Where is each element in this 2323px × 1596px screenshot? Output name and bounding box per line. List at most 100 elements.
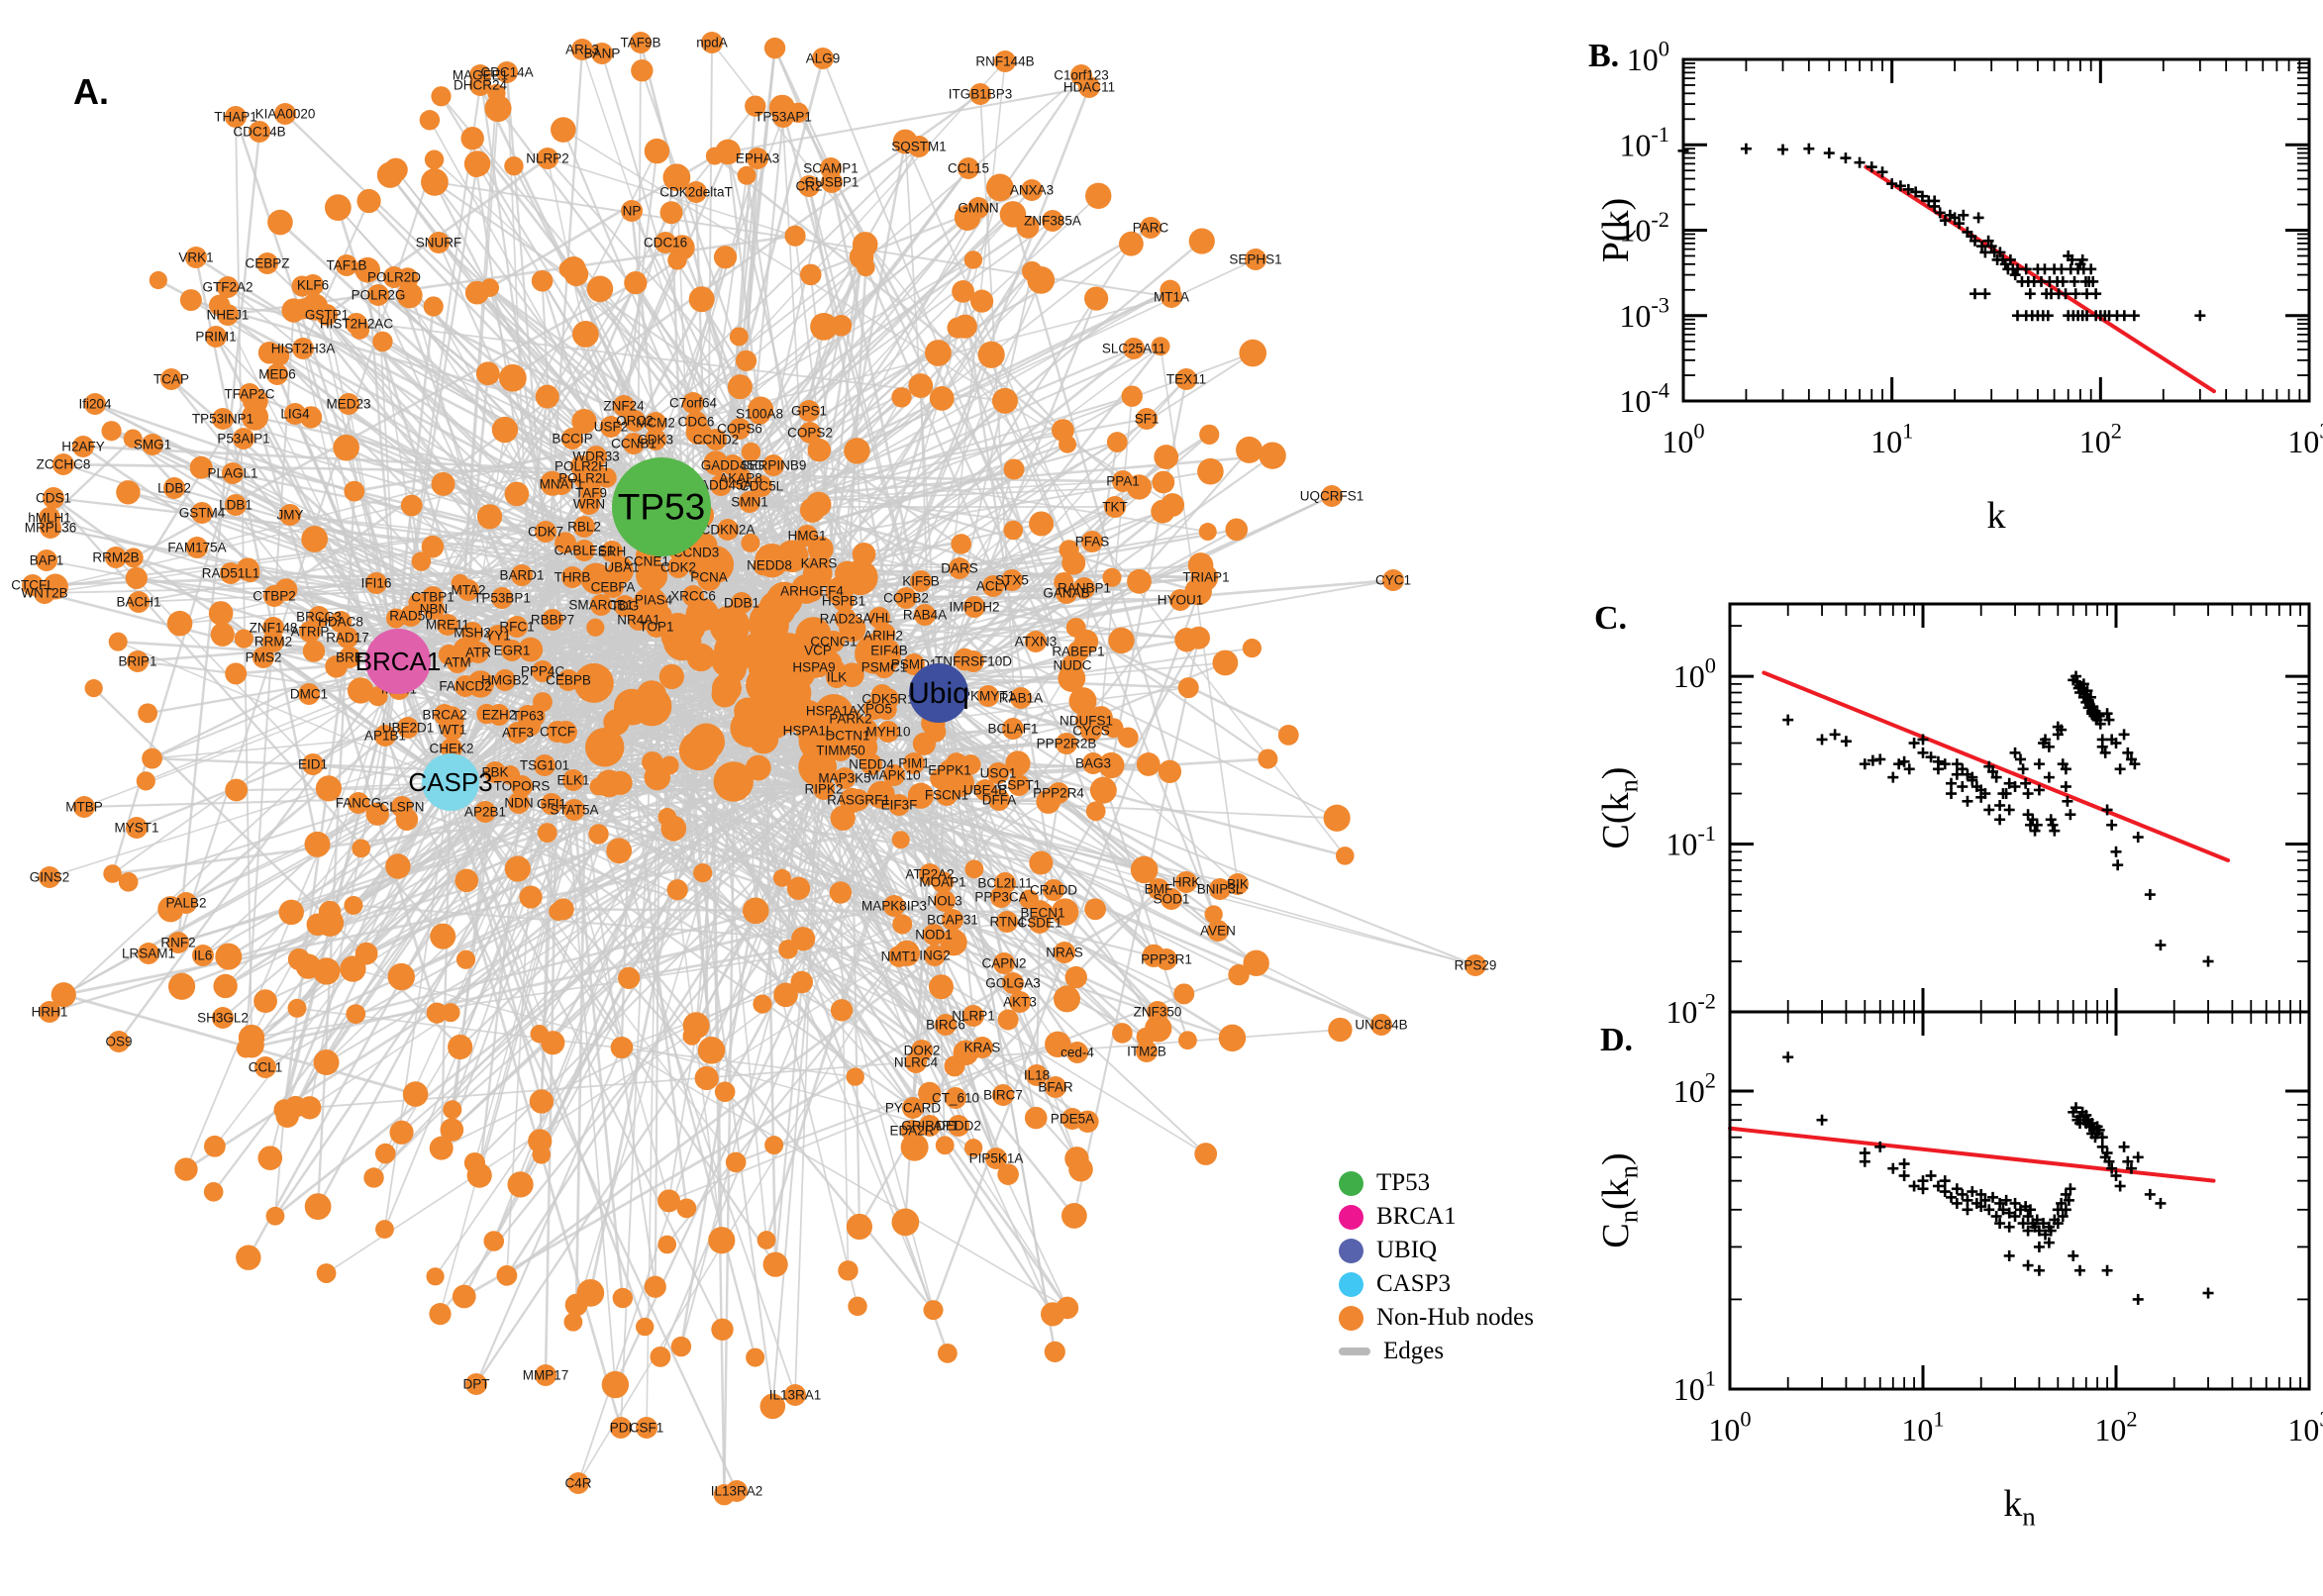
network-node-label: USF2 [594, 420, 629, 435]
network-node [1029, 511, 1055, 537]
network-node [563, 1312, 583, 1332]
network-node [745, 95, 766, 117]
network-node [519, 885, 543, 909]
network-node [186, 537, 208, 558]
network-node-label: RABEP1 [1052, 645, 1104, 659]
network-node [763, 37, 786, 59]
hub-node-label: CASP3 [408, 767, 492, 797]
y-tick-label: 10-1 [1619, 122, 1669, 162]
network-node [535, 1364, 556, 1386]
network-node [455, 949, 476, 969]
network-node [1001, 569, 1023, 591]
network-node [504, 481, 530, 507]
network-node [167, 932, 189, 953]
network-edge [595, 176, 678, 457]
network-node [480, 278, 500, 298]
network-node-label: TEX11 [1166, 372, 1206, 387]
network-node-label: CCND2 [693, 433, 740, 448]
network-node [338, 393, 359, 415]
network-node [803, 656, 825, 678]
network-node [1060, 1203, 1087, 1229]
network-node-label: C4R [564, 1476, 591, 1491]
network-node-label: BCCIP [552, 432, 592, 447]
network-edge [397, 660, 1476, 966]
network-node [937, 1343, 958, 1363]
network-node [711, 672, 742, 703]
network-node-label: SMN1 [731, 495, 768, 510]
network-node [636, 550, 657, 572]
network-node [252, 647, 274, 668]
network-node-label: THAP1 [214, 110, 257, 125]
network-node [563, 261, 589, 287]
network-node [1121, 385, 1143, 407]
network-node [996, 911, 1018, 933]
network-node [578, 493, 600, 515]
network-node [365, 802, 389, 826]
network-node-label: CRADD [1030, 883, 1077, 898]
network-node [799, 263, 822, 286]
network-node [535, 521, 556, 543]
network-node-label: WNT2B [21, 586, 67, 601]
network-node [39, 1001, 60, 1023]
network-node-label: DDB1 [724, 596, 759, 611]
network-edge [474, 1046, 623, 1386]
network-node-label: NDUFS1 [1060, 714, 1113, 729]
network-node-label: PARC [1133, 221, 1169, 236]
network-edge [136, 659, 238, 675]
network-node [901, 1120, 923, 1142]
network-node [213, 973, 238, 999]
network-node [387, 962, 416, 991]
network-node [571, 321, 599, 348]
network-node [50, 982, 76, 1008]
network-node-label: SH3GL2 [197, 1011, 249, 1026]
network-node-label: CHEK2 [429, 742, 473, 756]
network-node [624, 271, 648, 295]
network-node [834, 767, 856, 789]
network-node-label: FSCN1 [925, 788, 968, 803]
network-node-label: UBA1 [604, 560, 639, 575]
panel-label-c: C. [1594, 600, 1628, 637]
network-node [225, 778, 249, 802]
network-node [830, 314, 853, 337]
network-node [1024, 1106, 1048, 1130]
network-node [1204, 905, 1223, 924]
network-node-label: CEBPA [591, 580, 636, 595]
network-node [136, 771, 155, 791]
scatter-points [1677, 143, 2206, 322]
network-node-label: TAF9B [620, 36, 660, 50]
network-node [784, 1384, 806, 1406]
network-node [1026, 1064, 1048, 1086]
network-node [589, 777, 608, 796]
network-node-label: MAPK10 [867, 768, 920, 783]
network-node [628, 609, 650, 631]
network-node-label: DPT [463, 1377, 490, 1392]
network-node [868, 607, 890, 629]
network-node [487, 625, 509, 647]
network-node [263, 585, 285, 607]
network-node [318, 900, 342, 924]
network-node [762, 1251, 788, 1277]
network-node [192, 945, 214, 966]
network-edge [48, 437, 135, 520]
network-node-label: PPA1 [1106, 474, 1140, 489]
network-node [1098, 751, 1125, 779]
network-node [948, 1115, 969, 1137]
network-node [977, 685, 999, 707]
network-node [476, 504, 503, 530]
network-node-label: ANXA3 [1010, 183, 1054, 198]
network-node-label: CSF1 [630, 1421, 664, 1436]
network-node-label: CDC6 [678, 415, 715, 430]
network-node [1029, 912, 1051, 934]
network-node-label: MNAT1 [540, 477, 584, 492]
network-node [549, 902, 568, 922]
network-node [448, 1034, 473, 1060]
network-node [812, 48, 834, 69]
network-node [1140, 217, 1162, 239]
network-node-label: CABLES1 [555, 544, 615, 558]
network-node [400, 494, 423, 517]
network-node [715, 139, 741, 165]
network-node-label: NP [623, 204, 642, 219]
network-node [324, 194, 352, 222]
network-node-label: MTA2 [451, 583, 485, 598]
